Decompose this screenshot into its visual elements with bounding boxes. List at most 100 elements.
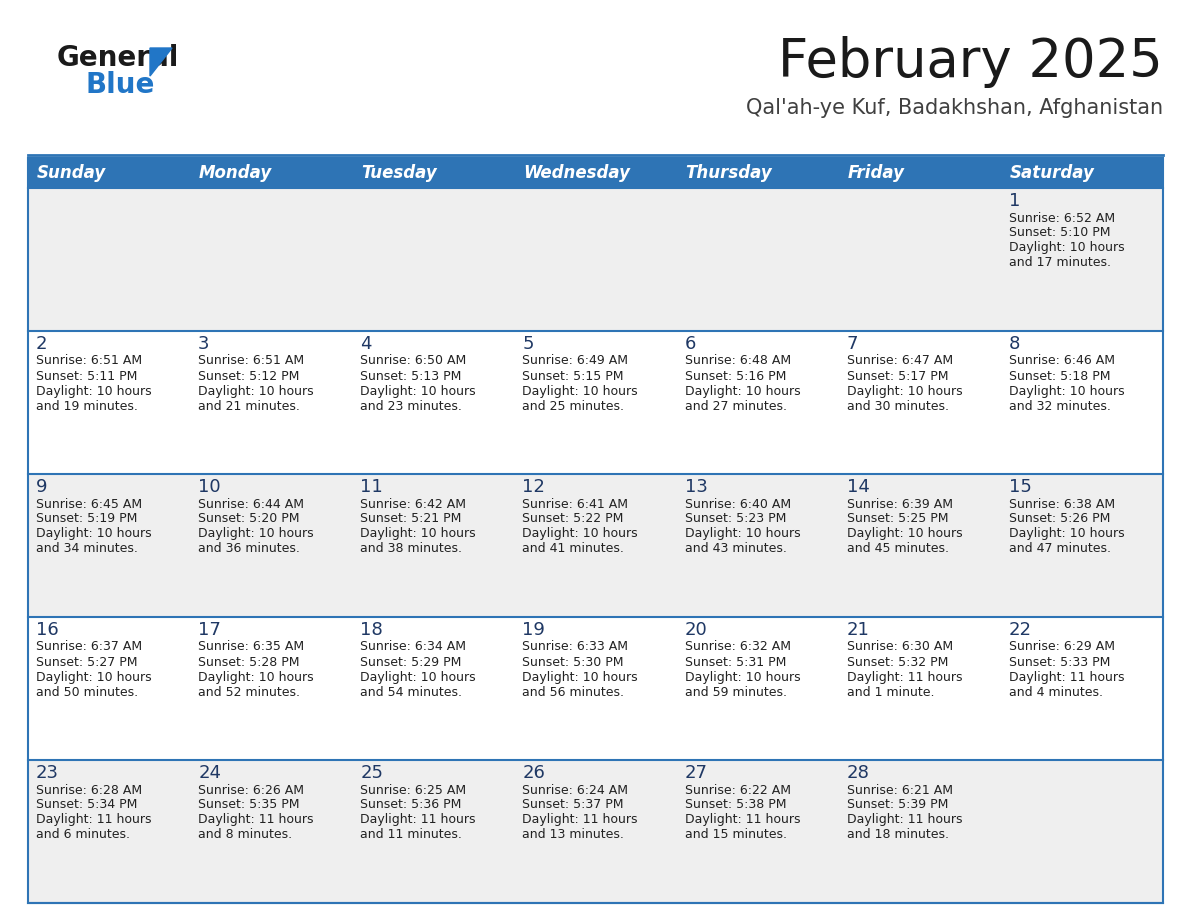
Text: Sunset: 5:28 PM: Sunset: 5:28 PM (198, 655, 299, 668)
Text: Sunrise: 6:25 AM: Sunrise: 6:25 AM (360, 783, 467, 797)
Text: Sunset: 5:20 PM: Sunset: 5:20 PM (198, 512, 299, 525)
Text: 2: 2 (36, 335, 48, 353)
Text: Sunset: 5:10 PM: Sunset: 5:10 PM (1009, 227, 1111, 240)
Text: 7: 7 (847, 335, 858, 353)
Text: Sunrise: 6:37 AM: Sunrise: 6:37 AM (36, 641, 143, 654)
Text: Sunrise: 6:44 AM: Sunrise: 6:44 AM (198, 498, 304, 510)
Text: Daylight: 10 hours: Daylight: 10 hours (36, 385, 152, 397)
Text: and 1 minute.: and 1 minute. (847, 686, 934, 699)
Text: Sunset: 5:18 PM: Sunset: 5:18 PM (1009, 370, 1111, 383)
Text: 1: 1 (1009, 192, 1020, 210)
Text: Daylight: 10 hours: Daylight: 10 hours (684, 385, 801, 397)
Text: Daylight: 11 hours: Daylight: 11 hours (847, 670, 962, 684)
Text: Sunrise: 6:51 AM: Sunrise: 6:51 AM (198, 354, 304, 367)
Text: and 34 minutes.: and 34 minutes. (36, 543, 138, 555)
Text: Sunrise: 6:33 AM: Sunrise: 6:33 AM (523, 641, 628, 654)
Bar (29, 331, 1163, 474)
Text: Daylight: 10 hours: Daylight: 10 hours (1009, 241, 1125, 254)
Text: Sunset: 5:26 PM: Sunset: 5:26 PM (1009, 512, 1111, 525)
Text: Daylight: 10 hours: Daylight: 10 hours (360, 385, 476, 397)
Text: Sunset: 5:25 PM: Sunset: 5:25 PM (847, 512, 948, 525)
Text: 18: 18 (360, 621, 383, 639)
Text: 13: 13 (684, 478, 707, 496)
Text: 5: 5 (523, 335, 533, 353)
Text: Sunset: 5:21 PM: Sunset: 5:21 PM (360, 512, 462, 525)
Text: Sunrise: 6:29 AM: Sunrise: 6:29 AM (1009, 641, 1114, 654)
Text: Sunrise: 6:21 AM: Sunrise: 6:21 AM (847, 783, 953, 797)
Text: Daylight: 10 hours: Daylight: 10 hours (360, 528, 476, 541)
Text: 23: 23 (36, 764, 59, 782)
Text: Sunrise: 6:51 AM: Sunrise: 6:51 AM (36, 354, 143, 367)
Text: 19: 19 (523, 621, 545, 639)
Text: Sunrise: 6:35 AM: Sunrise: 6:35 AM (198, 641, 304, 654)
Text: Daylight: 10 hours: Daylight: 10 hours (1009, 528, 1125, 541)
Text: Daylight: 10 hours: Daylight: 10 hours (36, 528, 152, 541)
Text: Daylight: 10 hours: Daylight: 10 hours (523, 670, 638, 684)
Text: Sunrise: 6:49 AM: Sunrise: 6:49 AM (523, 354, 628, 367)
Text: 16: 16 (36, 621, 58, 639)
Text: Sunset: 5:32 PM: Sunset: 5:32 PM (847, 655, 948, 668)
Text: and 15 minutes.: and 15 minutes. (684, 829, 786, 842)
Text: Sunset: 5:36 PM: Sunset: 5:36 PM (360, 799, 462, 812)
Text: and 54 minutes.: and 54 minutes. (360, 686, 462, 699)
Text: Daylight: 11 hours: Daylight: 11 hours (36, 813, 152, 826)
Text: Daylight: 10 hours: Daylight: 10 hours (198, 528, 314, 541)
Text: Sunset: 5:17 PM: Sunset: 5:17 PM (847, 370, 948, 383)
Text: 28: 28 (847, 764, 870, 782)
Text: 8: 8 (1009, 335, 1020, 353)
Text: Daylight: 10 hours: Daylight: 10 hours (198, 670, 314, 684)
Text: Sunrise: 6:38 AM: Sunrise: 6:38 AM (1009, 498, 1116, 510)
Text: 21: 21 (847, 621, 870, 639)
Text: Sunset: 5:23 PM: Sunset: 5:23 PM (684, 512, 786, 525)
Text: and 56 minutes.: and 56 minutes. (523, 686, 625, 699)
Text: Daylight: 11 hours: Daylight: 11 hours (523, 813, 638, 826)
Text: Sunset: 5:15 PM: Sunset: 5:15 PM (523, 370, 624, 383)
Text: Qal'ah-ye Kuf, Badakhshan, Afghanistan: Qal'ah-ye Kuf, Badakhshan, Afghanistan (746, 98, 1163, 118)
Text: and 52 minutes.: and 52 minutes. (198, 686, 301, 699)
Text: Sunrise: 6:28 AM: Sunrise: 6:28 AM (36, 783, 143, 797)
Polygon shape (150, 48, 172, 76)
Text: and 50 minutes.: and 50 minutes. (36, 686, 138, 699)
Text: and 23 minutes.: and 23 minutes. (360, 399, 462, 412)
Text: General: General (57, 44, 179, 72)
Text: Sunrise: 6:45 AM: Sunrise: 6:45 AM (36, 498, 143, 510)
Text: Sunset: 5:29 PM: Sunset: 5:29 PM (360, 655, 462, 668)
Text: and 8 minutes.: and 8 minutes. (198, 829, 292, 842)
Text: Sunset: 5:11 PM: Sunset: 5:11 PM (36, 370, 138, 383)
Text: Daylight: 10 hours: Daylight: 10 hours (684, 528, 801, 541)
Text: Sunset: 5:27 PM: Sunset: 5:27 PM (36, 655, 138, 668)
Text: 12: 12 (523, 478, 545, 496)
Text: Sunset: 5:30 PM: Sunset: 5:30 PM (523, 655, 624, 668)
Text: and 19 minutes.: and 19 minutes. (36, 399, 138, 412)
Text: Sunset: 5:35 PM: Sunset: 5:35 PM (198, 799, 299, 812)
Text: Sunrise: 6:50 AM: Sunrise: 6:50 AM (360, 354, 467, 367)
Text: 4: 4 (360, 335, 372, 353)
Text: Sunrise: 6:42 AM: Sunrise: 6:42 AM (360, 498, 466, 510)
Text: Daylight: 10 hours: Daylight: 10 hours (847, 385, 962, 397)
Text: February 2025: February 2025 (778, 36, 1163, 88)
Text: Sunrise: 6:40 AM: Sunrise: 6:40 AM (684, 498, 791, 510)
Text: 11: 11 (360, 478, 383, 496)
Text: Sunset: 5:12 PM: Sunset: 5:12 PM (198, 370, 299, 383)
Text: Daylight: 11 hours: Daylight: 11 hours (1009, 670, 1124, 684)
Text: Daylight: 10 hours: Daylight: 10 hours (360, 670, 476, 684)
Text: Sunrise: 6:32 AM: Sunrise: 6:32 AM (684, 641, 790, 654)
Text: 10: 10 (198, 478, 221, 496)
Text: Tuesday: Tuesday (361, 164, 437, 182)
Text: Sunrise: 6:34 AM: Sunrise: 6:34 AM (360, 641, 466, 654)
Text: Sunday: Sunday (37, 164, 106, 182)
Bar (29, 760, 1163, 903)
Text: and 13 minutes.: and 13 minutes. (523, 829, 625, 842)
Text: Sunrise: 6:39 AM: Sunrise: 6:39 AM (847, 498, 953, 510)
Text: and 41 minutes.: and 41 minutes. (523, 543, 625, 555)
Text: and 30 minutes.: and 30 minutes. (847, 399, 949, 412)
Text: Sunrise: 6:41 AM: Sunrise: 6:41 AM (523, 498, 628, 510)
Text: 3: 3 (198, 335, 209, 353)
Text: 25: 25 (360, 764, 384, 782)
Text: Wednesday: Wednesday (524, 164, 631, 182)
Text: Daylight: 10 hours: Daylight: 10 hours (847, 528, 962, 541)
Text: Sunset: 5:22 PM: Sunset: 5:22 PM (523, 512, 624, 525)
Text: Sunset: 5:34 PM: Sunset: 5:34 PM (36, 799, 138, 812)
Text: Sunrise: 6:52 AM: Sunrise: 6:52 AM (1009, 211, 1116, 225)
Text: and 47 minutes.: and 47 minutes. (1009, 543, 1111, 555)
